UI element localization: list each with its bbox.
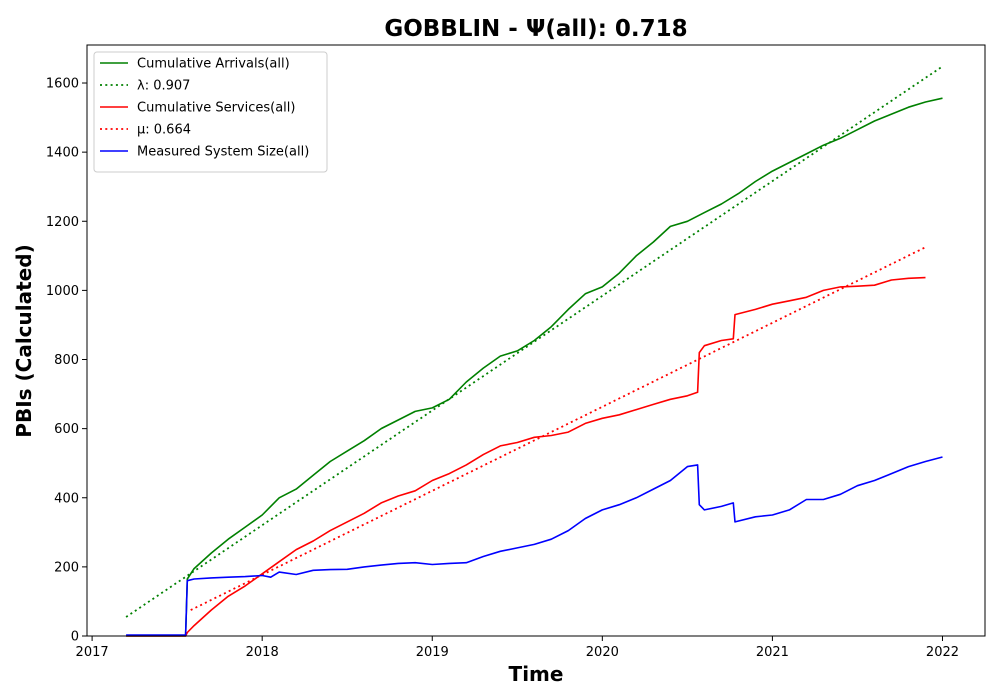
series-line-0-cumulative-arrivals-all [126, 97, 943, 637]
plot-area [125, 65, 944, 637]
x-tick-label: 2022 [926, 645, 959, 660]
y-axis-ticks: 0 200 400 600 800 1000 1200 1400 1600 [46, 77, 87, 645]
chart-title: GOBBLIN - Ψ(all): 0.718 [384, 16, 687, 42]
y-tick-label: 1600 [46, 77, 79, 92]
y-tick-label: 600 [54, 422, 79, 437]
x-tick-label: 2018 [246, 645, 279, 660]
x-tick-label: 2020 [586, 645, 619, 660]
legend-label-0-664: μ: 0.664 [137, 123, 191, 138]
series-line-2-cumulative-services-all [126, 276, 926, 637]
legend-label-measured-system-size-all: Measured System Size(all) [137, 145, 309, 160]
y-tick-label: 1200 [46, 215, 79, 230]
y-tick-label: 400 [54, 491, 79, 506]
x-tick-label: 2017 [76, 645, 109, 660]
series-line-3-0-664 [190, 246, 926, 611]
y-tick-label: 1000 [46, 284, 79, 299]
x-tick-label: 2021 [756, 645, 789, 660]
y-axis-label: PBIs (Calculated) [12, 244, 36, 437]
legend: Cumulative Arrivals(all) λ: 0.907 Cumulati… [93, 51, 328, 173]
y-tick-label: 800 [54, 353, 79, 368]
legend-label-0-907: λ: 0.907 [137, 79, 190, 94]
legend-label-cumulative-arrivals-all: Cumulative Arrivals(all) [137, 57, 290, 72]
x-axis-ticks: 2017 2018 2019 2020 2021 2022 [76, 636, 959, 660]
legend-box [93, 51, 328, 173]
x-tick-label: 2019 [416, 645, 449, 660]
legend-label-cumulative-services-all: Cumulative Services(all) [137, 101, 295, 116]
series-line-4-measured-system-size-all [126, 456, 943, 636]
y-tick-label: 0 [71, 630, 79, 645]
y-tick-label: 1400 [46, 146, 79, 161]
axes-frame [86, 44, 986, 637]
y-tick-label: 200 [54, 560, 79, 575]
x-axis-label: Time [509, 662, 564, 686]
